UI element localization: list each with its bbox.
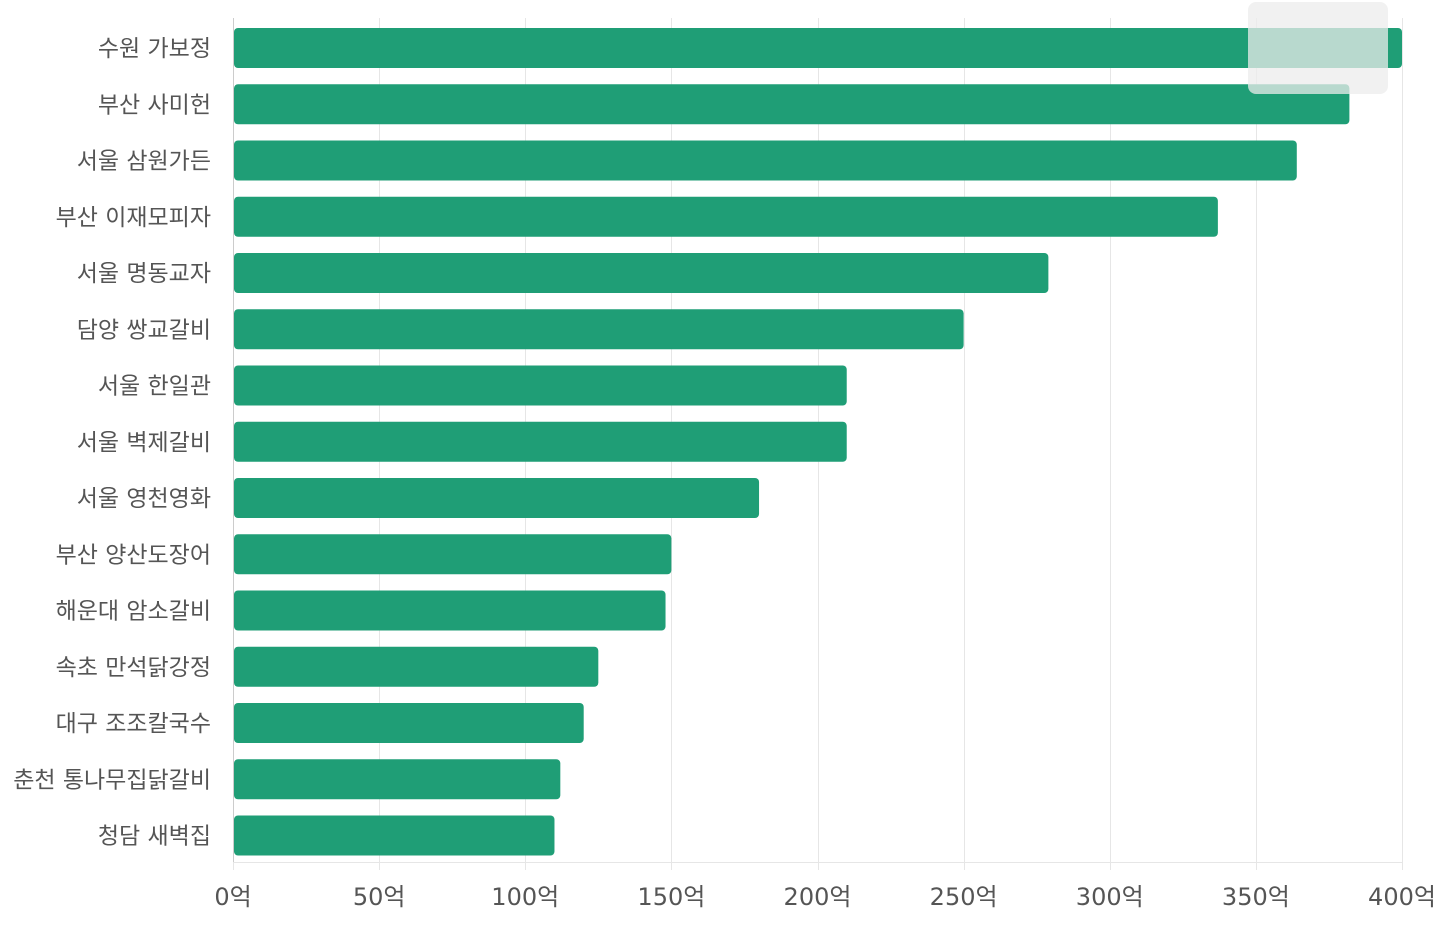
category-label: 담양 쌍교갈비 (77, 317, 211, 343)
bar[interactable] (234, 140, 1297, 181)
x-tick-label: 300억 (1076, 883, 1144, 911)
category-label: 춘천 통나무집닭갈비 (13, 767, 211, 793)
bar[interactable] (234, 365, 847, 406)
category-label: 서울 한일관 (98, 374, 211, 400)
category-label: 서울 영천영화 (77, 486, 211, 512)
bar[interactable] (234, 196, 1218, 237)
x-tick-label: 250억 (930, 883, 998, 911)
category-label: 해운대 암소갈비 (56, 599, 211, 625)
bar[interactable] (234, 759, 561, 800)
x-tick-label: 400억 (1368, 883, 1436, 911)
bars-layer (234, 28, 1402, 856)
bar[interactable] (234, 421, 847, 462)
category-label: 서울 삼원가든 (77, 149, 211, 175)
category-label: 대구 조조칼국수 (56, 711, 211, 737)
bar[interactable] (234, 84, 1350, 125)
bar[interactable] (234, 28, 1402, 68)
category-label: 부산 사미헌 (98, 92, 211, 118)
x-tick-label: 100억 (491, 883, 559, 911)
bar[interactable] (234, 478, 760, 518)
category-label: 부산 양산도장어 (56, 542, 211, 568)
legend (1248, 2, 1388, 94)
category-label: 서울 명동교자 (77, 261, 211, 287)
category-label: 수원 가보정 (98, 36, 211, 62)
bar[interactable] (234, 253, 1049, 293)
x-tick-label: 150억 (637, 883, 705, 911)
x-tick-label: 0억 (214, 883, 251, 911)
x-tick-label: 200억 (784, 883, 852, 911)
category-label: 서울 벽제갈비 (77, 430, 211, 456)
bar[interactable] (234, 590, 666, 631)
x-axis-ticks: 0억 50억 100억 150억 200억 250억 300억 350억 400억 (214, 883, 1436, 911)
category-label: 속초 만석닭강정 (56, 655, 211, 681)
bar[interactable] (234, 815, 555, 856)
bar[interactable] (234, 703, 584, 743)
bar[interactable] (234, 534, 672, 575)
bar[interactable] (234, 646, 599, 687)
bar[interactable] (234, 309, 964, 350)
x-tick-label: 350억 (1222, 883, 1290, 911)
category-label: 부산 이재모피자 (56, 205, 211, 231)
legend-box (1248, 2, 1388, 94)
category-label: 청담 새벽집 (98, 824, 211, 850)
x-tick-label: 50억 (353, 883, 406, 911)
